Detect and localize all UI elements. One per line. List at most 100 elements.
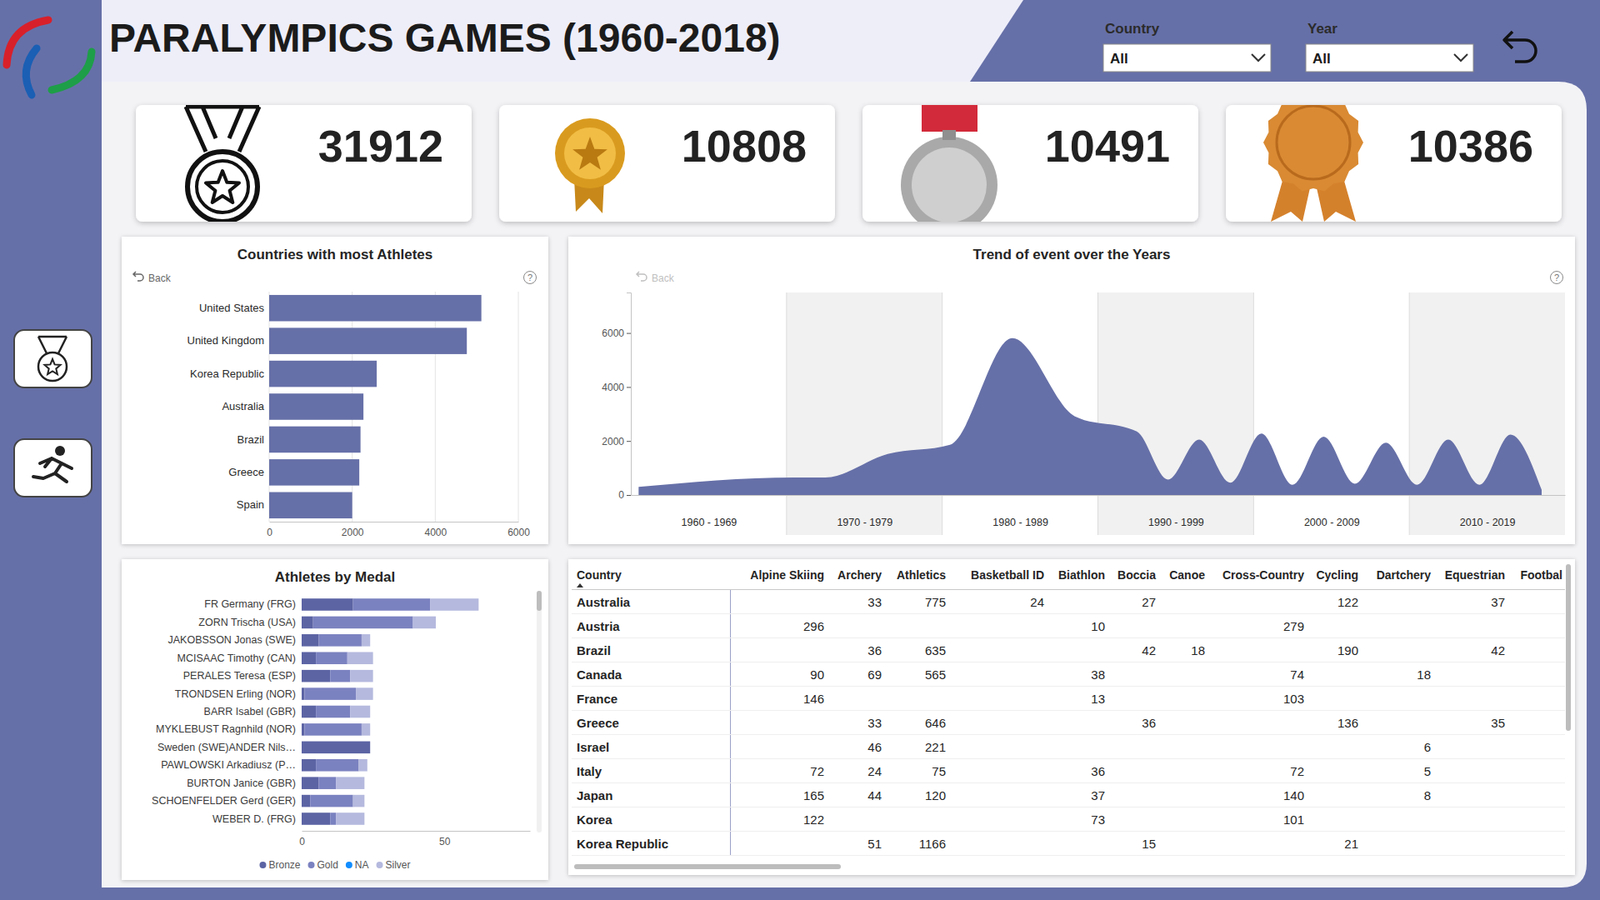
reset-button[interactable] bbox=[1504, 31, 1536, 62]
column-header[interactable]: Cross-Country bbox=[1207, 560, 1307, 590]
bar-segment[interactable] bbox=[355, 687, 374, 700]
tick-label: 1960 - 1969 bbox=[681, 516, 738, 529]
bar-segment[interactable] bbox=[330, 812, 336, 825]
bar-segment[interactable] bbox=[315, 651, 348, 665]
band bbox=[1409, 292, 1565, 535]
bar-segment[interactable] bbox=[315, 759, 359, 772]
bar-segment[interactable] bbox=[301, 705, 316, 719]
bar-segment[interactable] bbox=[347, 651, 374, 665]
band-divider bbox=[785, 292, 787, 535]
bar-segment[interactable] bbox=[301, 759, 316, 772]
legend-item[interactable]: Gold bbox=[307, 859, 338, 871]
bar-segment[interactable] bbox=[350, 705, 370, 719]
bar[interactable] bbox=[269, 360, 377, 388]
bar-segment[interactable] bbox=[359, 759, 368, 772]
bar-segment[interactable] bbox=[370, 741, 371, 755]
table-cell bbox=[1360, 807, 1434, 832]
column-header[interactable]: Biathlon bbox=[1046, 560, 1108, 590]
column-header[interactable]: Cycling bbox=[1306, 560, 1361, 590]
column-header[interactable]: Footbal bbox=[1507, 560, 1565, 590]
bar-segment[interactable] bbox=[301, 812, 330, 825]
bar-segment[interactable] bbox=[370, 741, 371, 755]
scrollbar-thumb[interactable] bbox=[536, 590, 542, 611]
bar-segment[interactable] bbox=[304, 723, 362, 736]
bar-segment[interactable] bbox=[301, 616, 314, 630]
bar-segment[interactable] bbox=[301, 795, 310, 808]
bar-segment[interactable] bbox=[301, 670, 330, 683]
column-header[interactable]: Canoe bbox=[1158, 560, 1208, 590]
back-button[interactable]: Back bbox=[636, 271, 675, 285]
legend-item[interactable]: Silver bbox=[376, 859, 411, 871]
bar[interactable] bbox=[269, 295, 482, 322]
table-cell bbox=[730, 590, 827, 615]
table-cell: 5 bbox=[1360, 759, 1434, 784]
bar-segment[interactable] bbox=[301, 741, 370, 755]
table-cell: France bbox=[571, 686, 730, 711]
bar[interactable] bbox=[269, 492, 353, 520]
slicer[interactable]: YearAll bbox=[1305, 20, 1474, 72]
bar-segment[interactable] bbox=[335, 812, 365, 825]
bar-segment[interactable] bbox=[370, 741, 371, 755]
column-header[interactable]: Basketball ID bbox=[948, 560, 1047, 590]
slicer-box[interactable] bbox=[1305, 44, 1474, 72]
bar-segment[interactable] bbox=[315, 705, 350, 719]
column-header[interactable]: Boccia bbox=[1107, 560, 1159, 590]
bar[interactable] bbox=[269, 426, 361, 454]
bar-segment[interactable] bbox=[301, 598, 354, 611]
bar[interactable] bbox=[269, 459, 360, 486]
column-header[interactable]: Athletics bbox=[884, 560, 949, 590]
column-header[interactable]: Equestrian bbox=[1433, 560, 1508, 590]
tick: MCISAAC Timothy (CAN) bbox=[177, 652, 296, 665]
bar-segment[interactable] bbox=[301, 651, 316, 665]
bar-segment[interactable] bbox=[350, 670, 373, 683]
table-cell: 635 bbox=[884, 638, 949, 663]
column-header[interactable]: Archery bbox=[826, 560, 885, 590]
v-scrollbar[interactable] bbox=[1565, 564, 1571, 731]
row: Austria29610279 bbox=[571, 614, 1565, 639]
bar-segment[interactable] bbox=[304, 687, 356, 700]
table-cell: 146 bbox=[730, 686, 827, 711]
help-button[interactable]: ? bbox=[524, 271, 537, 285]
bar-segment[interactable] bbox=[301, 687, 305, 700]
bar-segment[interactable] bbox=[361, 723, 370, 736]
bar-segment[interactable] bbox=[353, 795, 365, 808]
legend-item[interactable]: NA bbox=[345, 859, 370, 871]
bar-segment[interactable] bbox=[313, 616, 414, 630]
column-header[interactable]: Country bbox=[571, 560, 730, 590]
scrollbar-track[interactable] bbox=[536, 590, 542, 833]
bar-segment[interactable] bbox=[301, 723, 305, 736]
bar-segment[interactable] bbox=[353, 598, 430, 611]
tick: 2000 - 2009 bbox=[1304, 495, 1360, 529]
back-button[interactable]: Back bbox=[133, 271, 172, 285]
bar[interactable] bbox=[269, 327, 467, 355]
bar-segment[interactable] bbox=[319, 776, 337, 790]
table-cell bbox=[1046, 638, 1108, 663]
legend-item[interactable]: Bronze bbox=[259, 859, 300, 871]
h-scrollbar[interactable] bbox=[574, 864, 841, 870]
nav-medal-button[interactable] bbox=[14, 330, 92, 388]
bar-segment[interactable] bbox=[361, 634, 370, 647]
slicer-label: Year bbox=[1307, 20, 1338, 37]
nav-athlete-button[interactable] bbox=[14, 439, 92, 497]
bar-segment[interactable] bbox=[330, 670, 350, 683]
slicer[interactable]: CountryAll bbox=[1103, 20, 1271, 72]
bar-segment[interactable] bbox=[335, 776, 365, 790]
area[interactable] bbox=[638, 338, 1542, 495]
band-divider bbox=[941, 292, 943, 535]
column-header[interactable]: Alpine Skiing bbox=[730, 560, 827, 590]
bar-segment[interactable] bbox=[413, 616, 436, 630]
column-header[interactable]: Dartchery bbox=[1360, 560, 1434, 590]
bar-segment[interactable] bbox=[310, 795, 353, 808]
help-button[interactable]: ? bbox=[1550, 271, 1564, 285]
bar[interactable] bbox=[269, 393, 364, 420]
bar-segment[interactable] bbox=[301, 634, 320, 647]
table-cell bbox=[1433, 783, 1508, 808]
table-cell bbox=[1507, 662, 1565, 687]
bar-segment[interactable] bbox=[430, 598, 479, 611]
slicer-box[interactable] bbox=[1103, 44, 1271, 72]
bar-segment[interactable] bbox=[301, 776, 320, 790]
table-cell: 140 bbox=[1207, 783, 1307, 808]
table-cell bbox=[948, 807, 1047, 832]
bar-segment[interactable] bbox=[319, 634, 362, 647]
tick-label: Brazil bbox=[236, 433, 265, 446]
